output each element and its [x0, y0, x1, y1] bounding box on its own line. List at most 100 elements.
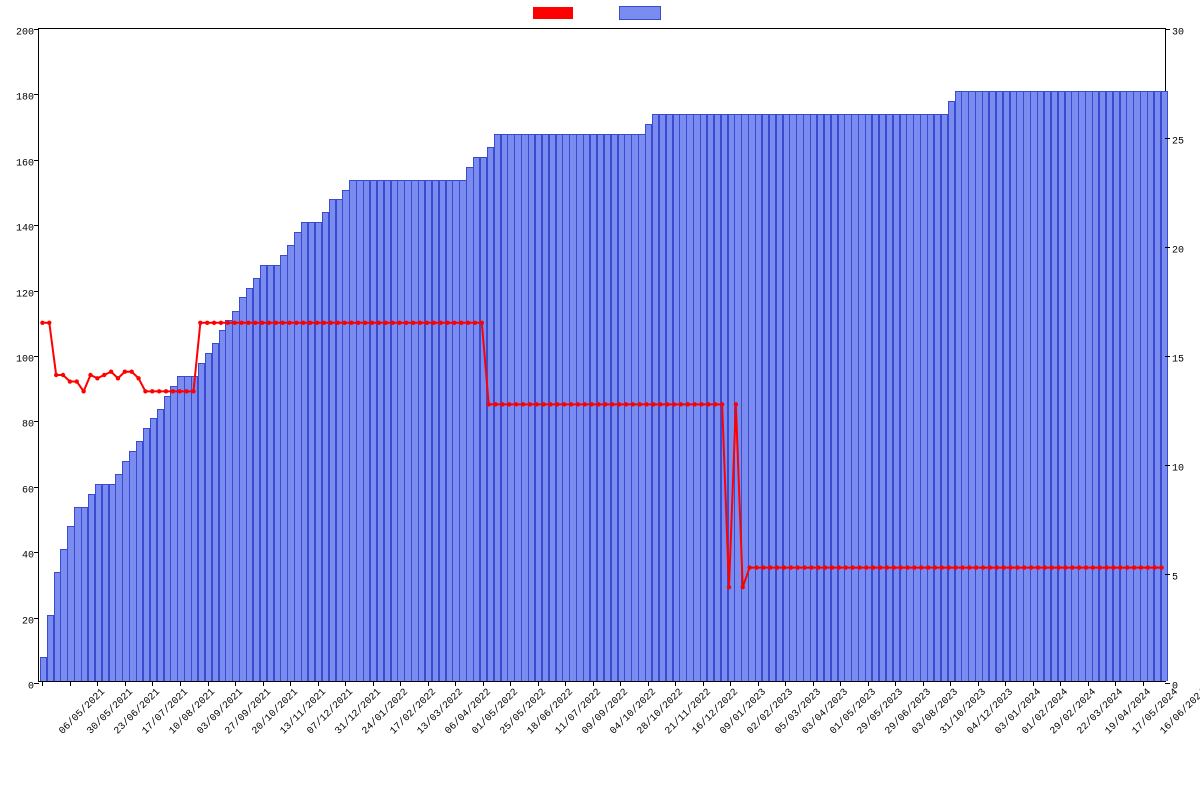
line-marker [184, 389, 188, 393]
line-marker [940, 565, 944, 569]
line-marker [95, 376, 99, 380]
line-marker [761, 565, 765, 569]
line-marker [995, 565, 999, 569]
line-marker [1036, 565, 1040, 569]
line-marker [665, 402, 669, 406]
line-marker [933, 565, 937, 569]
line-marker [981, 565, 985, 569]
y-right-tick-label: 20 [1172, 246, 1184, 257]
line-marker [727, 585, 731, 589]
line-marker [644, 402, 648, 406]
line-marker [823, 565, 827, 569]
line-marker [123, 370, 127, 374]
y-left-tick-label: 20 [22, 616, 34, 627]
line-marker [768, 565, 772, 569]
line-marker [809, 565, 813, 569]
line-marker [363, 321, 367, 325]
line-marker [88, 373, 92, 377]
line-marker [40, 321, 44, 325]
line-marker [816, 565, 820, 569]
line-marker [301, 321, 305, 325]
line-marker [782, 565, 786, 569]
line-marker [1091, 565, 1095, 569]
line-marker [830, 565, 834, 569]
line-marker [672, 402, 676, 406]
line-marker [384, 321, 388, 325]
line-marker [136, 376, 140, 380]
line-marker [569, 402, 573, 406]
line-marker [713, 402, 717, 406]
line-marker [1063, 565, 1067, 569]
line-marker [789, 565, 793, 569]
line-marker [912, 565, 916, 569]
line-marker [205, 321, 209, 325]
line-marker [260, 321, 264, 325]
line-marker [377, 321, 381, 325]
line-marker [404, 321, 408, 325]
line-path [42, 323, 1161, 587]
line-marker [638, 402, 642, 406]
line-series [39, 29, 1165, 682]
line-marker [651, 402, 655, 406]
line-marker [562, 402, 566, 406]
line-marker [129, 370, 133, 374]
line-marker [1008, 565, 1012, 569]
line-marker [171, 389, 175, 393]
line-marker [253, 321, 257, 325]
line-marker [178, 389, 182, 393]
line-marker [1152, 565, 1156, 569]
line-marker [287, 321, 291, 325]
line-marker [329, 321, 333, 325]
line-marker [239, 321, 243, 325]
line-marker [953, 565, 957, 569]
line-marker [246, 321, 250, 325]
line-marker [219, 321, 223, 325]
line-marker [844, 565, 848, 569]
line-marker [754, 565, 758, 569]
line-marker [342, 321, 346, 325]
line-marker [116, 376, 120, 380]
line-marker [54, 373, 58, 377]
line-marker [150, 389, 154, 393]
line-marker [988, 565, 992, 569]
line-marker [452, 321, 456, 325]
line-marker [1029, 565, 1033, 569]
line-marker [500, 402, 504, 406]
line-marker [102, 373, 106, 377]
line-marker [143, 389, 147, 393]
y-right-tick-label: 10 [1172, 464, 1184, 475]
y-left-tick-label: 120 [16, 289, 34, 300]
y-right-tick-label: 0 [1172, 682, 1178, 693]
legend-item-bar [619, 6, 667, 20]
line-marker [322, 321, 326, 325]
line-marker [232, 321, 236, 325]
line-marker [617, 402, 621, 406]
line-marker [857, 565, 861, 569]
line-marker [418, 321, 422, 325]
y-right-tick-label: 30 [1172, 28, 1184, 39]
line-marker [480, 321, 484, 325]
line-marker [1111, 565, 1115, 569]
line-marker [61, 373, 65, 377]
plot-area: 06/05/202130/05/202123/06/202117/07/2021… [38, 28, 1166, 682]
line-marker [1098, 565, 1102, 569]
line-marker [425, 321, 429, 325]
y-right-tick-label: 25 [1172, 137, 1184, 148]
line-marker [411, 321, 415, 325]
line-marker [466, 321, 470, 325]
y-axis-right-labels: 051015202530 [1172, 28, 1200, 682]
line-marker [802, 565, 806, 569]
line-marker [747, 565, 751, 569]
line-marker [370, 321, 374, 325]
line-marker [212, 321, 216, 325]
line-marker [397, 321, 401, 325]
line-marker [535, 402, 539, 406]
line-marker [356, 321, 360, 325]
line-marker [514, 402, 518, 406]
line-marker [47, 321, 51, 325]
line-marker [555, 402, 559, 406]
legend-swatch-bar [619, 6, 661, 20]
line-marker [624, 402, 628, 406]
line-marker [699, 402, 703, 406]
line-marker [1056, 565, 1060, 569]
